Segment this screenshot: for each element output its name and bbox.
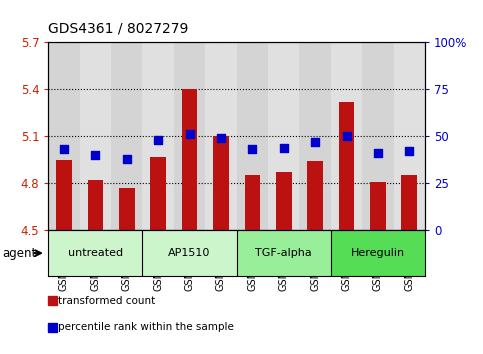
Point: [280, 145, 288, 150]
Bar: [213, 136, 229, 230]
Point: [123, 156, 130, 162]
Text: TGF-alpha: TGF-alpha: [256, 248, 312, 258]
Bar: [174, 42, 205, 230]
Bar: [237, 42, 268, 230]
Point: [217, 135, 225, 141]
Point: [406, 148, 413, 154]
Text: GDS4361 / 8027279: GDS4361 / 8027279: [48, 21, 189, 35]
Bar: [87, 180, 103, 230]
Bar: [80, 42, 111, 230]
Bar: [111, 42, 142, 230]
Bar: [401, 175, 417, 230]
Point: [155, 137, 162, 143]
Point: [374, 150, 382, 156]
Point: [60, 147, 68, 152]
Bar: [307, 161, 323, 230]
Bar: [339, 102, 355, 230]
Bar: [237, 230, 331, 276]
Bar: [299, 42, 331, 230]
Point: [312, 139, 319, 145]
Bar: [48, 42, 80, 230]
Text: untreated: untreated: [68, 248, 123, 258]
Bar: [119, 188, 135, 230]
Bar: [150, 156, 166, 230]
Point: [92, 152, 99, 158]
Bar: [268, 42, 299, 230]
Bar: [56, 160, 72, 230]
Bar: [362, 42, 394, 230]
Bar: [244, 175, 260, 230]
Point: [343, 133, 351, 139]
Bar: [370, 182, 386, 230]
Bar: [205, 42, 237, 230]
Bar: [142, 42, 174, 230]
Text: Heregulin: Heregulin: [351, 248, 405, 258]
Bar: [182, 89, 198, 230]
Text: transformed count: transformed count: [58, 296, 155, 306]
Text: agent: agent: [2, 247, 37, 259]
Bar: [48, 230, 142, 276]
Bar: [331, 230, 425, 276]
Bar: [331, 42, 362, 230]
Text: AP1510: AP1510: [169, 248, 211, 258]
Point: [186, 132, 194, 137]
Bar: [142, 230, 237, 276]
Point: [249, 147, 256, 152]
Text: percentile rank within the sample: percentile rank within the sample: [58, 322, 234, 332]
Bar: [276, 172, 292, 230]
Bar: [394, 42, 425, 230]
